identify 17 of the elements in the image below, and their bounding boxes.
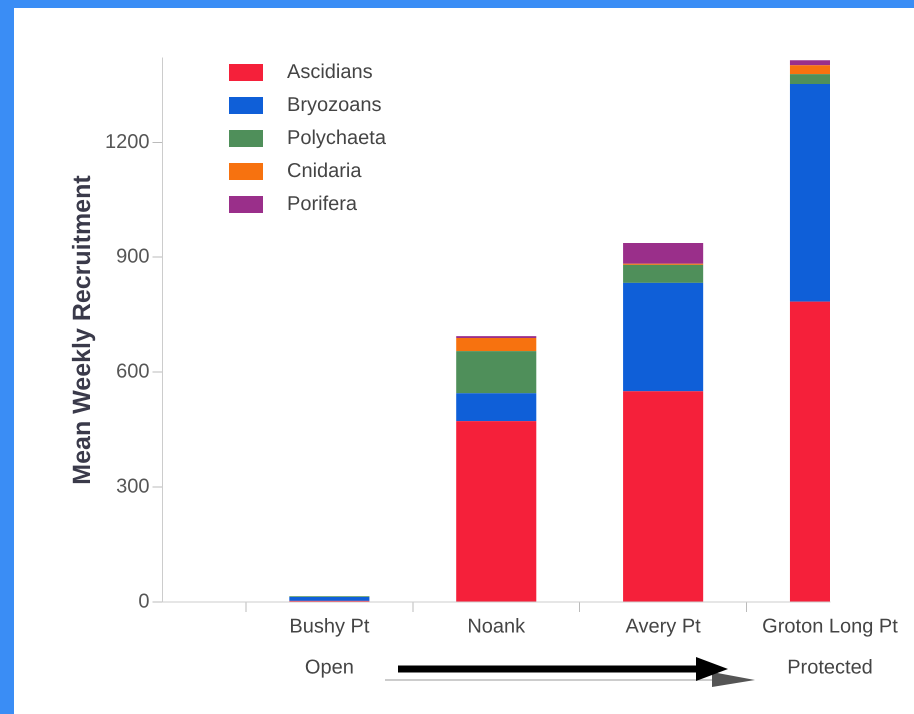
legend-label: Bryozoans <box>287 94 382 117</box>
y-tick-label: 1200 <box>104 130 150 153</box>
text: Protected <box>787 656 873 679</box>
y-axis-title: Mean Weekly Recruitment <box>68 174 96 485</box>
y-tick-label: 900 <box>116 246 150 268</box>
y-tick-label: 600 <box>116 360 150 383</box>
legend-label: Cnidaria <box>287 160 362 183</box>
y-tick-label: 0 <box>138 590 150 613</box>
x-tick-label: Bushy Pt <box>289 616 370 638</box>
x-tick-label: Noank <box>467 616 526 638</box>
x-tick-label: Groton Long Pt <box>762 616 898 638</box>
y-tick-label: 300 <box>116 476 150 498</box>
x-tick-label: Avery Pt <box>626 616 702 638</box>
legend-label: Ascidians <box>287 61 373 84</box>
legend-label: Polychaeta <box>287 127 386 150</box>
legend-label: Porifera <box>287 193 358 216</box>
text: Open <box>304 656 354 679</box>
